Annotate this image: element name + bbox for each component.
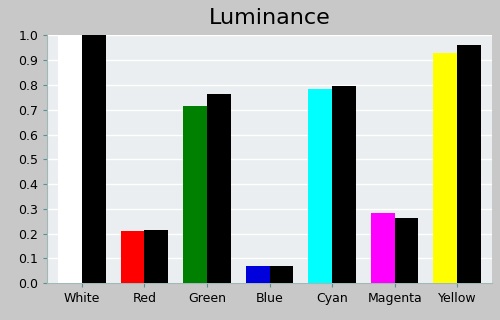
Bar: [308, 89, 332, 283]
Bar: [394, 218, 418, 283]
Bar: [58, 36, 82, 283]
Bar: [183, 106, 207, 283]
Bar: [371, 212, 394, 283]
Bar: [246, 266, 270, 283]
Bar: [120, 231, 144, 283]
Bar: [457, 45, 481, 283]
Bar: [332, 86, 356, 283]
Bar: [207, 94, 231, 283]
Bar: [82, 36, 106, 283]
Bar: [144, 230, 168, 283]
Bar: [434, 53, 457, 283]
Title: Luminance: Luminance: [208, 8, 330, 28]
Bar: [270, 266, 293, 283]
